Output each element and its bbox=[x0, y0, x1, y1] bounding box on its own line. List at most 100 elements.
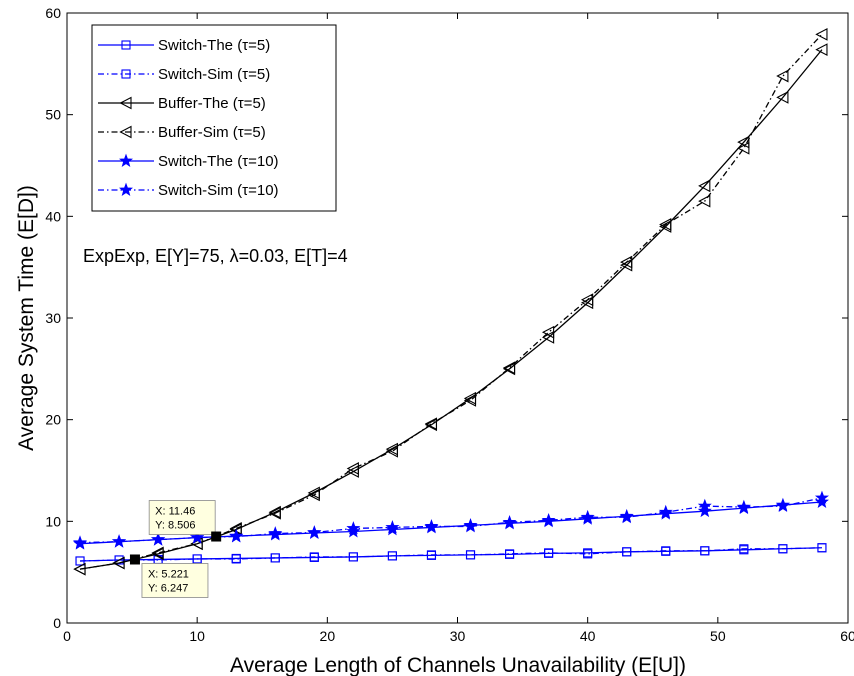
data-point bbox=[776, 69, 789, 83]
data-point bbox=[736, 499, 751, 514]
legend-entry: Buffer-Sim (τ=5) bbox=[98, 124, 266, 141]
data-point bbox=[622, 547, 632, 557]
data-point bbox=[463, 519, 478, 533]
data-point bbox=[426, 550, 437, 560]
data-point bbox=[700, 546, 710, 556]
data-tip-label: X: 11.46 bbox=[155, 506, 195, 518]
data-point bbox=[348, 552, 358, 562]
data-point bbox=[424, 519, 439, 533]
data-point bbox=[112, 534, 127, 548]
data-point bbox=[583, 549, 593, 559]
data-point bbox=[697, 503, 712, 518]
y-tick-label: 40 bbox=[45, 208, 61, 224]
data-point bbox=[73, 535, 88, 549]
data-point bbox=[814, 490, 829, 504]
series-1 bbox=[75, 543, 827, 566]
y-tick-label: 30 bbox=[45, 310, 61, 326]
data-point bbox=[661, 546, 671, 556]
data-point bbox=[385, 520, 400, 534]
legend-label: Switch-The (τ=10) bbox=[158, 153, 279, 170]
data-point bbox=[619, 509, 634, 524]
data-point bbox=[387, 551, 397, 561]
y-tick-label: 10 bbox=[45, 513, 61, 529]
data-tip-marker bbox=[129, 554, 140, 565]
data-point bbox=[75, 556, 85, 566]
legend-label: Switch-Sim (τ=10) bbox=[158, 182, 279, 199]
data-point bbox=[309, 552, 319, 562]
data-point bbox=[229, 529, 244, 543]
y-tick-label: 60 bbox=[45, 5, 61, 21]
x-tick-label: 10 bbox=[189, 628, 205, 644]
x-tick-label: 40 bbox=[580, 628, 596, 644]
data-point bbox=[544, 548, 554, 558]
legend-marker bbox=[118, 153, 134, 167]
data-point bbox=[505, 549, 515, 559]
series-marks bbox=[73, 27, 829, 576]
data-point bbox=[775, 498, 790, 513]
y-tick-label: 0 bbox=[53, 615, 61, 631]
legend-box bbox=[91, 24, 337, 212]
data-point bbox=[190, 530, 205, 544]
data-point bbox=[817, 543, 827, 553]
x-tick-label: 30 bbox=[450, 628, 466, 644]
legend-label: Switch-Sim (τ=5) bbox=[158, 66, 270, 83]
data-point bbox=[815, 43, 828, 57]
data-tips: X: 11.46 Y: 8.506 X: 5.221 Y: 6.247 bbox=[129, 500, 222, 598]
data-point bbox=[424, 417, 438, 431]
series-line bbox=[79, 33, 823, 570]
data-point bbox=[776, 90, 789, 104]
series-2 bbox=[75, 543, 827, 566]
data-point bbox=[698, 179, 711, 193]
data-point bbox=[737, 141, 750, 155]
data-point bbox=[112, 556, 125, 570]
data-point bbox=[270, 553, 280, 563]
data-tip: X: 11.46 Y: 8.506 bbox=[148, 500, 222, 542]
data-point bbox=[385, 444, 398, 458]
chart-annotation: ExpExp, E[Y]=75, λ=0.03, E[T]=4 bbox=[83, 246, 348, 266]
data-point bbox=[658, 504, 673, 519]
data-point bbox=[465, 550, 476, 560]
data-tip-label: Y: 6.247 bbox=[148, 582, 188, 594]
data-point bbox=[541, 325, 555, 339]
data-point bbox=[268, 506, 281, 520]
data-point bbox=[580, 293, 594, 307]
data-point bbox=[814, 494, 829, 508]
legend-entry: Switch-The (τ=5) bbox=[98, 37, 270, 54]
data-tip-label: Y: 8.506 bbox=[155, 520, 195, 532]
data-tip-box bbox=[141, 563, 209, 598]
legend-marker bbox=[121, 40, 131, 50]
data-point bbox=[620, 255, 633, 269]
series-4 bbox=[73, 27, 828, 576]
data-point bbox=[151, 546, 164, 560]
legend-entry: Switch-Sim (τ=10) bbox=[98, 182, 279, 199]
legend-marker bbox=[121, 69, 131, 79]
legend: Switch-The (τ=5) Switch-Sim (τ=5) Buffer-T… bbox=[91, 24, 337, 212]
data-point bbox=[739, 544, 749, 554]
data-point bbox=[346, 521, 361, 535]
data-tip-label: X: 5.221 bbox=[148, 568, 189, 580]
series-line bbox=[80, 547, 822, 562]
data-tip-marker bbox=[211, 531, 222, 542]
data-point bbox=[815, 27, 828, 41]
data-point bbox=[502, 514, 517, 529]
y-tick-label: 20 bbox=[45, 412, 61, 428]
legend-marker bbox=[118, 182, 134, 196]
data-point bbox=[268, 526, 283, 540]
x-tick-label: 0 bbox=[63, 628, 71, 644]
data-point bbox=[698, 194, 711, 208]
y-axis-label: Average System Time (E[D]) bbox=[15, 185, 38, 451]
data-point bbox=[463, 393, 477, 407]
data-point bbox=[114, 555, 124, 565]
legend-marker bbox=[119, 96, 132, 110]
data-point bbox=[580, 509, 595, 524]
data-point bbox=[231, 554, 241, 564]
x-tick-label: 60 bbox=[840, 628, 854, 644]
data-point bbox=[307, 488, 320, 502]
series-6 bbox=[73, 490, 829, 549]
y-tick-label: 50 bbox=[45, 107, 61, 123]
data-point bbox=[502, 361, 516, 375]
legend-label: Switch-The (τ=5) bbox=[158, 37, 270, 54]
legend-marker bbox=[119, 125, 132, 139]
data-point bbox=[659, 218, 672, 231]
